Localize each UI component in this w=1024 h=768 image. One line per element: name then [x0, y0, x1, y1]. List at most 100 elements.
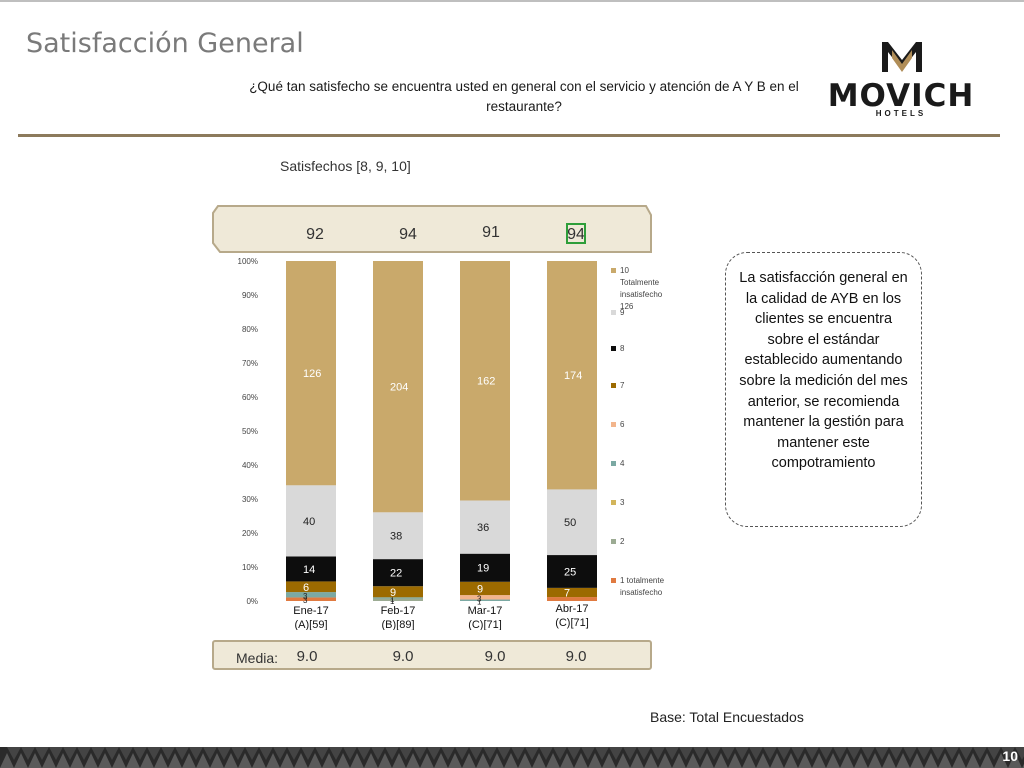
x-tick-label: Ene-17: [293, 605, 328, 617]
bar-data-label: 3: [303, 596, 308, 605]
x-tick-label: (C)[71]: [468, 619, 502, 630]
legend-swatch: [611, 268, 616, 273]
bar-data-label: 19: [477, 563, 489, 575]
satisfied-value-mar: 91: [482, 224, 500, 241]
bar-segment: [460, 553, 510, 582]
bar-segment: [373, 512, 423, 560]
legend-label: Totalmente: [620, 278, 660, 287]
top-rule: [0, 0, 1024, 2]
page-title: Satisfacción General: [26, 28, 304, 59]
legend-swatch: [611, 383, 616, 388]
bar-data-label: 25: [564, 566, 576, 578]
bar-data-label: 1: [477, 597, 482, 606]
bar-data-label: 174: [564, 370, 582, 382]
x-tick-label: (C)[71]: [555, 617, 589, 629]
bar-data-label: 1: [390, 597, 395, 606]
satisfied-value-abr: 94: [567, 226, 585, 243]
bar-data-label: 3: [477, 594, 482, 603]
bar-data-label: 14: [303, 564, 315, 576]
x-tick-label: (A)[59]: [294, 619, 327, 630]
bar-segment: [286, 556, 336, 582]
legend-swatch: [611, 461, 616, 466]
y-tick-label: 0%: [246, 597, 258, 606]
bar-data-label: 1: [390, 595, 395, 604]
x-tick-label: Feb-17: [381, 605, 416, 617]
insight-callout: La satisfacción general en la calidad de…: [725, 252, 922, 527]
bar-data-label: 36: [477, 522, 489, 534]
bar-segment: [373, 261, 423, 513]
bar-data-label: 50: [564, 517, 576, 529]
base-note: Base: Total Encuestados: [650, 709, 804, 725]
logo-subtitle: HOTELS: [875, 109, 927, 118]
satisfied-band: [212, 205, 652, 253]
bar-data-label: 9: [477, 583, 483, 595]
bar-segment: [373, 597, 423, 599]
legend-label: 8: [620, 344, 625, 353]
legend-swatch: [611, 578, 616, 583]
movich-logo-icon: [882, 42, 922, 72]
x-tick-label: Mar-17: [468, 605, 503, 617]
media-label: Media:: [236, 650, 279, 666]
bar-segment: [286, 597, 336, 601]
legend-swatch: [611, 539, 616, 544]
bar-data-label: 38: [390, 531, 402, 543]
bar-segment: [373, 586, 423, 598]
satisfied-label: Satisfechos [8, 9, 10]: [280, 158, 411, 174]
bar-data-label: 40: [303, 516, 315, 528]
y-tick-label: 100%: [238, 257, 258, 266]
media-value-feb: 9.0: [392, 648, 414, 665]
highlight-box: [566, 223, 586, 244]
legend-swatch: [611, 422, 616, 427]
bar-segment: [460, 581, 510, 596]
footer-strip: [0, 747, 1024, 768]
media-value-abr: 9.0: [565, 648, 587, 665]
legend-swatch: [611, 500, 616, 505]
legend-label: 2: [620, 537, 625, 546]
bar-segment: [460, 595, 510, 600]
legend-label: 126: [620, 302, 634, 311]
bar-segment: [460, 500, 510, 554]
bar-data-label: 162: [477, 376, 495, 388]
media-band: [212, 640, 652, 670]
legend-label: insatisfecho: [620, 290, 663, 299]
y-tick-label: 80%: [242, 325, 258, 334]
bar-data-label: 3: [303, 592, 308, 601]
y-tick-label: 60%: [242, 393, 258, 402]
logo-wordmark: MOVICH: [827, 78, 975, 114]
media-value-mar: 9.0: [484, 648, 506, 665]
x-tick-label: (B)[89]: [381, 619, 414, 630]
bar-segment: [286, 592, 336, 598]
bar-segment: [373, 559, 423, 587]
bar-data-label: 9: [390, 587, 396, 599]
bar-data-label: 126: [303, 368, 321, 380]
bar-segment: [547, 587, 597, 598]
y-tick-label: 30%: [242, 495, 258, 504]
bar-segment: [547, 555, 597, 588]
bar-data-label: 22: [390, 568, 402, 580]
bar-segment: [460, 599, 510, 601]
bar-data-label: 6: [303, 582, 309, 594]
bar-data-label: 7: [564, 587, 570, 599]
media-value-ene: 9.0: [296, 648, 318, 665]
y-tick-label: 50%: [242, 427, 258, 436]
legend-label: 7: [620, 381, 625, 390]
bar-segment: [373, 598, 423, 601]
legend-label: 10: [620, 266, 629, 275]
survey-question: ¿Qué tan satisfecho se encuentra usted e…: [249, 79, 799, 114]
bar-segment: [286, 581, 336, 593]
legend-label: 3: [620, 498, 625, 507]
legend-label: 6: [620, 420, 625, 429]
y-tick-label: 20%: [242, 529, 258, 538]
bar-segment: [547, 489, 597, 556]
satisfied-value-ene: 92: [306, 226, 324, 243]
y-tick-label: 90%: [242, 291, 258, 300]
bar-data-label: 204: [390, 382, 408, 394]
y-tick-label: 70%: [242, 359, 258, 368]
stacked-bar-chart: 0%10%20%30%40%50%60%70%80%90%100%3361440…: [238, 257, 665, 630]
legend-label: 9: [620, 308, 625, 317]
bar-segment: [547, 261, 597, 490]
legend-swatch: [611, 310, 616, 315]
bar-segment: [286, 261, 336, 486]
satisfied-value-feb: 94: [399, 226, 417, 243]
y-tick-label: 40%: [242, 461, 258, 470]
